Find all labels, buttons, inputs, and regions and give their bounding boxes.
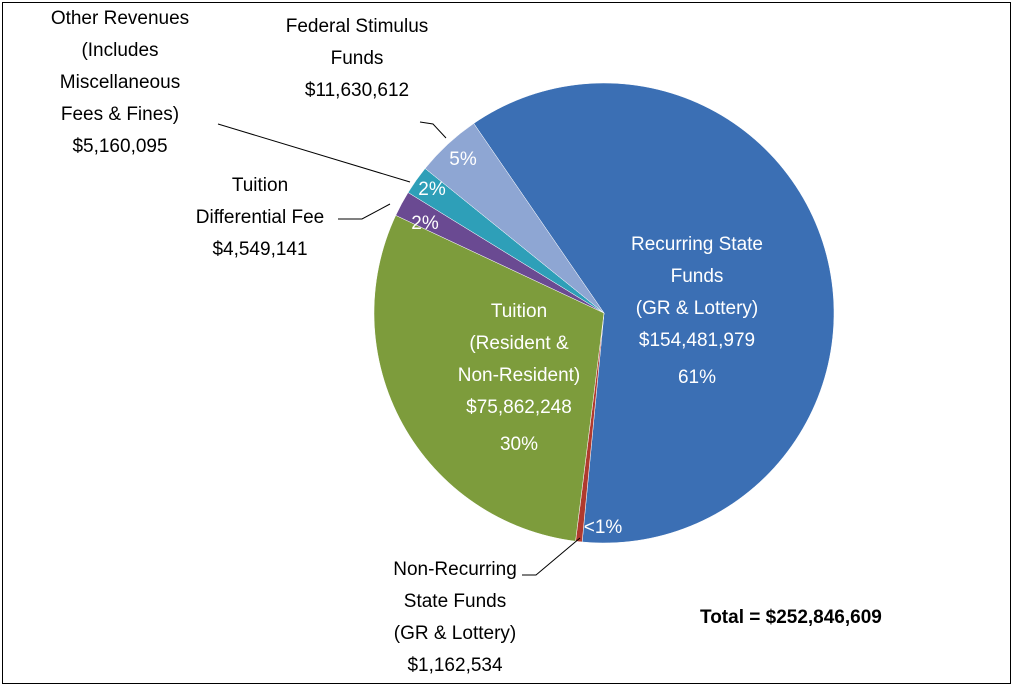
slice-percent: 2% <box>411 213 439 234</box>
slice-label: Federal Stimulus Funds $11,630,612 <box>207 11 507 107</box>
slice-label: Tuition Differential Fee $4,549,141 <box>110 170 410 266</box>
slice-value: $75,862,248 <box>466 397 572 418</box>
slice-name: Tuition (Resident & Non-Resident) <box>457 301 581 386</box>
slice-label: Other Revenues (Includes Miscellaneous F… <box>0 3 270 163</box>
slice-label: Recurring State Funds (GR & Lottery) $154… <box>547 229 847 357</box>
slice-name: Federal Stimulus Funds <box>285 16 429 69</box>
slice-percent: 30% <box>499 434 539 455</box>
pie-slice <box>373 215 605 542</box>
leader-line <box>419 121 447 139</box>
slice-label: Tuition (Resident & Non-Resident) $75,862… <box>369 296 669 424</box>
slice-value: $4,549,141 <box>212 239 308 260</box>
slice-name: Tuition Differential Fee <box>195 175 325 228</box>
leader-line <box>522 537 581 576</box>
slice-percent: 5% <box>449 149 477 170</box>
slice-value: $11,630,612 <box>304 80 410 101</box>
total-annotation: Total = $252,846,609 <box>700 607 882 628</box>
pie-slice <box>473 82 835 544</box>
leader-line <box>217 123 411 183</box>
slice-value: $1,162,534 <box>407 655 503 676</box>
slice-value: $154,481,979 <box>638 330 756 351</box>
slice-percent: <1% <box>583 517 623 538</box>
slice-name: Non-Recurring State Funds (GR & Lottery) <box>393 559 517 644</box>
slice-label: Non-Recurring State Funds (GR & Lottery)… <box>305 554 605 682</box>
slice-percent: 61% <box>677 367 717 388</box>
slice-value: $5,160,095 <box>72 136 168 157</box>
slice-name: Other Revenues (Includes Miscellaneous F… <box>50 8 190 125</box>
pie-slice <box>424 123 605 314</box>
slice-name: Recurring State Funds (GR & Lottery) <box>630 234 763 319</box>
leader-line <box>338 203 391 220</box>
slice-percent: 2% <box>418 179 446 200</box>
